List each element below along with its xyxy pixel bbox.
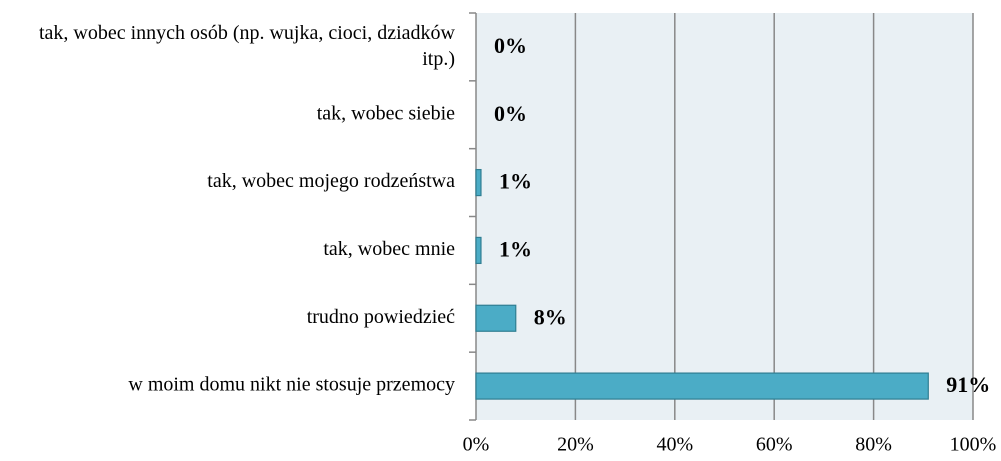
category-label: tak, wobec mojego rodzeństwa (207, 170, 455, 192)
value-label: 1% (499, 169, 532, 194)
value-label: 1% (499, 236, 532, 261)
category-label: tak, wobec siebie (317, 102, 455, 124)
plot-area (476, 13, 973, 420)
bar (475, 304, 517, 332)
x-tick-label: 0% (463, 434, 490, 456)
bar (475, 372, 929, 400)
category-label: w moim domu nikt nie stosuje przemocy (128, 374, 455, 396)
x-tick-label: 80% (855, 434, 892, 456)
value-label: 0% (494, 101, 527, 126)
bar (475, 168, 482, 197)
x-tick-label: 100% (950, 434, 997, 456)
x-tick-label: 40% (656, 434, 693, 456)
x-tick-label: 20% (557, 434, 594, 456)
category-label: tak, wobec mnie (323, 238, 455, 260)
bar (475, 236, 482, 265)
x-tick-label: 60% (756, 434, 793, 456)
value-label: 91% (946, 372, 990, 397)
category-label: tak, wobec innych osób (np. wujka, cioci… (39, 22, 456, 70)
category-label: trudno powiedzieć (307, 306, 455, 328)
value-label: 0% (494, 33, 527, 58)
value-label: 8% (534, 304, 567, 329)
